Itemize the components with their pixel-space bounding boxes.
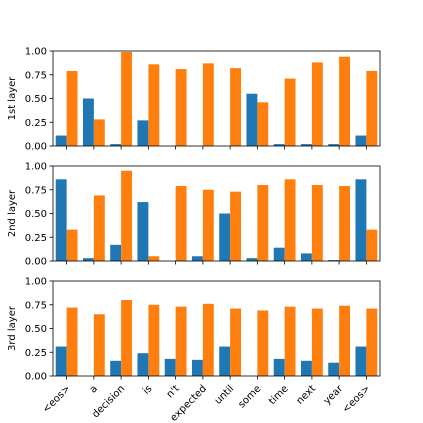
bar-series1-2	[82, 258, 94, 261]
bar-series1-8	[246, 258, 258, 261]
bar-series2-11	[339, 185, 351, 261]
y-tick-label: 0.75	[25, 70, 47, 81]
bar-series1-11	[328, 144, 340, 146]
bar-series2-2	[93, 119, 105, 146]
bar-series2-1	[66, 307, 78, 376]
y-tick-label: 0.00	[25, 142, 47, 153]
bar-series1-8	[246, 93, 258, 146]
bar-series1-9	[273, 144, 285, 146]
bar-series2-3	[121, 300, 133, 376]
bar-series1-10	[300, 144, 312, 146]
bar-series1-9	[273, 247, 285, 261]
bar-series2-3	[121, 170, 133, 261]
panel-2: 0.00 0.25 0.50 0.75 1.00 2nd layer	[7, 162, 381, 268]
bar-series1-9	[273, 358, 285, 376]
bar-series2-11	[339, 56, 351, 147]
bar-series1-4	[137, 353, 149, 376]
bar-series1-3	[110, 144, 122, 146]
bar-series2-6	[202, 63, 214, 146]
y-tick-label: 1.00	[25, 162, 47, 173]
bar-series1-6	[191, 256, 203, 261]
bar-series1-3	[110, 360, 122, 376]
bar-series2-1	[66, 70, 78, 146]
bar-series2-8	[257, 185, 269, 261]
y-tick-label: 0.50	[25, 209, 47, 220]
bar-series2-5	[175, 69, 187, 146]
bar-series1-7	[219, 213, 231, 261]
bar-series1-1	[55, 346, 67, 376]
y-tick-label: 1.00	[25, 277, 47, 288]
bar-series2-1	[66, 229, 78, 261]
bar-series1-12	[355, 135, 367, 146]
bar-series2-3	[121, 51, 133, 147]
y-tick-label: 0.75	[25, 185, 47, 196]
bar-series1-6	[191, 359, 203, 376]
panel-3: 0.00 0.25 0.50 0.75 1.00 3rd layer	[7, 277, 381, 383]
bar-series2-10	[311, 185, 323, 261]
bar-series2-7	[230, 68, 242, 146]
bar-series1-1	[55, 179, 67, 261]
bar-series1-10	[300, 360, 312, 376]
y-tick-label: 0.00	[25, 257, 47, 268]
bar-series1-7	[219, 346, 231, 376]
bar-series2-5	[175, 185, 187, 261]
bar-series2-12	[366, 229, 378, 261]
bar-series1-3	[110, 244, 122, 261]
bar-series1-10	[300, 253, 312, 261]
bar-series2-4	[148, 64, 160, 146]
bar-series2-6	[202, 303, 214, 376]
bar-series2-9	[284, 306, 296, 376]
bar-series1-12	[355, 179, 367, 261]
y-axis-label: 2nd layer	[7, 189, 18, 237]
bar-series2-12	[366, 308, 378, 376]
bar-series2-10	[311, 308, 323, 376]
bar-series2-8	[257, 310, 269, 376]
bar-series2-4	[148, 256, 160, 261]
bar-series2-9	[284, 78, 296, 146]
bar-series2-11	[339, 305, 351, 376]
bar-series2-7	[230, 308, 242, 376]
bar-series1-1	[55, 135, 67, 146]
panel-1: 0.00 0.25 0.50 0.75 1.00 1st layer	[7, 47, 381, 153]
bar-series1-2	[82, 98, 94, 146]
bar-series2-6	[202, 189, 214, 261]
y-tick-label: 0.75	[25, 300, 47, 311]
y-axis-label: 1st layer	[7, 76, 18, 121]
bar-series2-7	[230, 191, 242, 261]
y-tick-label: 0.25	[25, 118, 47, 129]
bar-series2-4	[148, 304, 160, 376]
y-tick-label: 0.50	[25, 324, 47, 335]
y-tick-label: 0.00	[25, 372, 47, 383]
bar-series2-12	[366, 70, 378, 146]
bar-series2-8	[257, 102, 269, 146]
bar-series2-5	[175, 306, 187, 376]
bar-series1-11	[328, 362, 340, 376]
bar-series1-4	[137, 120, 149, 146]
bar-series2-2	[93, 314, 105, 376]
bar-series1-5	[164, 358, 176, 376]
bar-series1-11	[328, 260, 340, 261]
y-tick-label: 1.00	[25, 47, 47, 58]
y-tick-label: 0.25	[25, 233, 47, 244]
bar-series2-9	[284, 179, 296, 261]
y-axis-label: 3rd layer	[7, 305, 18, 351]
y-tick-label: 0.25	[25, 348, 47, 359]
bar-series2-10	[311, 62, 323, 146]
bar-series1-12	[355, 346, 367, 376]
panels: 0.00 0.25 0.50 0.75 1.00 1st layer 0.00 0.25 0.5…	[7, 47, 381, 423]
bar-series1-4	[137, 202, 149, 261]
y-tick-label: 0.50	[25, 94, 47, 105]
bar-series2-2	[93, 195, 105, 261]
